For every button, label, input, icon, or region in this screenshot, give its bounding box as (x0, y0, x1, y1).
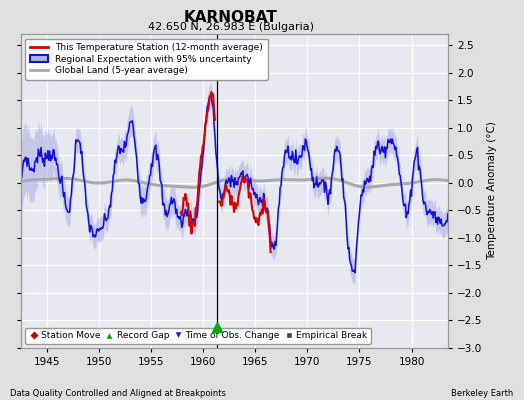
Text: KARNOBAT: KARNOBAT (184, 10, 277, 25)
Text: Berkeley Earth: Berkeley Earth (451, 389, 514, 398)
Text: Data Quality Controlled and Aligned at Breakpoints: Data Quality Controlled and Aligned at B… (10, 389, 226, 398)
Y-axis label: Temperature Anomaly (°C): Temperature Anomaly (°C) (487, 122, 497, 260)
Text: 42.650 N, 26.983 E (Bulgaria): 42.650 N, 26.983 E (Bulgaria) (148, 22, 313, 32)
Legend: Station Move, Record Gap, Time of Obs. Change, Empirical Break: Station Move, Record Gap, Time of Obs. C… (26, 328, 370, 344)
